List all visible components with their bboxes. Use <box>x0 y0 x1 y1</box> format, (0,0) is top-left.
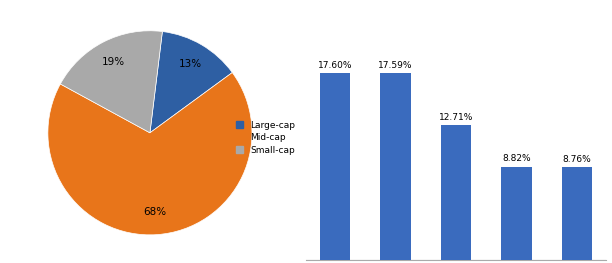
Legend: Large-cap, Mid-cap, Small-cap: Large-cap, Mid-cap, Small-cap <box>236 121 296 155</box>
Bar <box>441 125 471 260</box>
Wedge shape <box>150 32 233 133</box>
Text: 12.71%: 12.71% <box>439 113 473 122</box>
Text: 19%: 19% <box>102 57 125 67</box>
Wedge shape <box>61 31 162 133</box>
Text: 8.76%: 8.76% <box>562 155 591 164</box>
Text: 13%: 13% <box>179 59 202 69</box>
Text: 17.60%: 17.60% <box>318 61 352 70</box>
Text: 8.82%: 8.82% <box>502 154 531 163</box>
Bar <box>501 167 532 260</box>
Bar <box>562 167 592 260</box>
Bar <box>319 73 350 260</box>
Text: 17.59%: 17.59% <box>378 61 412 70</box>
Wedge shape <box>48 73 252 235</box>
Text: 68%: 68% <box>144 207 167 217</box>
Bar <box>380 73 411 260</box>
